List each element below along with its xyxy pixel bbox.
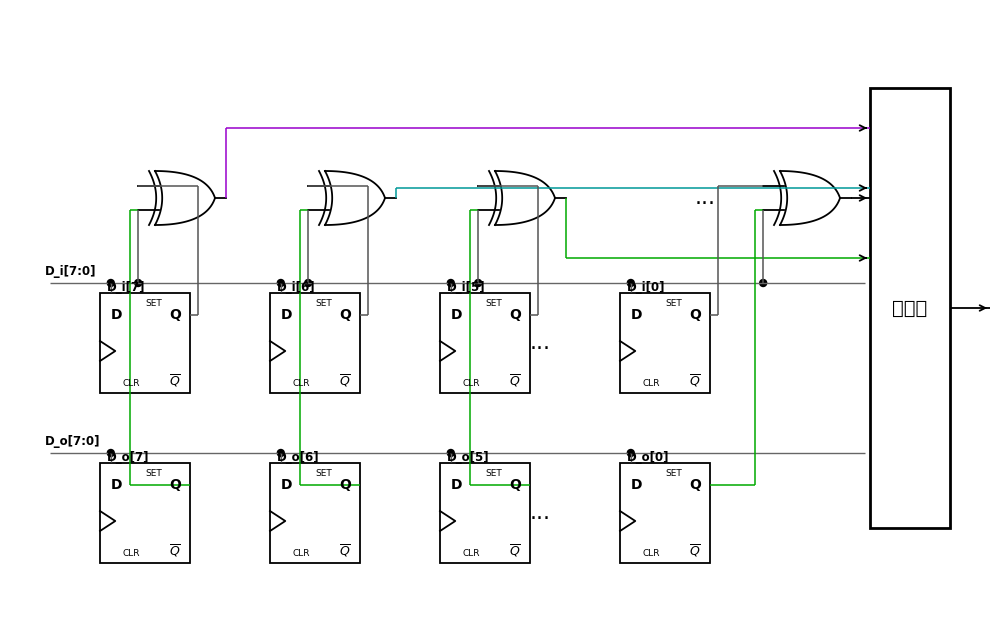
Circle shape (135, 279, 142, 287)
Text: SET: SET (146, 298, 162, 308)
Circle shape (627, 279, 634, 287)
Circle shape (447, 279, 454, 287)
Text: CLR: CLR (463, 549, 480, 557)
Text: ...: ... (530, 503, 550, 523)
Text: Q: Q (339, 308, 351, 322)
Text: SET: SET (666, 468, 682, 478)
Circle shape (305, 279, 312, 287)
Text: D_o[7]: D_o[7] (107, 451, 150, 464)
Text: D: D (450, 478, 462, 492)
Text: D_i[6]: D_i[6] (277, 281, 316, 294)
Text: Q: Q (169, 308, 181, 322)
Text: $\overline{Q}$: $\overline{Q}$ (689, 543, 701, 559)
Text: SET: SET (486, 298, 502, 308)
Circle shape (107, 279, 114, 287)
Bar (620, 463, 710, 563)
Text: D: D (630, 308, 642, 322)
Text: $\overline{Q}$: $\overline{Q}$ (509, 543, 521, 559)
Text: $\overline{Q}$: $\overline{Q}$ (169, 543, 181, 559)
Text: CLR: CLR (123, 378, 140, 387)
Text: $\overline{Q}$: $\overline{Q}$ (509, 373, 521, 389)
Bar (440, 293, 530, 393)
Circle shape (627, 449, 634, 457)
Text: $\overline{Q}$: $\overline{Q}$ (339, 543, 351, 559)
Text: $\overline{Q}$: $\overline{Q}$ (169, 373, 181, 389)
Text: $\overline{Q}$: $\overline{Q}$ (339, 373, 351, 389)
Text: CLR: CLR (293, 549, 310, 557)
Text: Q: Q (509, 308, 521, 322)
Circle shape (107, 449, 114, 457)
Text: Q: Q (169, 478, 181, 492)
Circle shape (447, 449, 454, 457)
Text: D_i[5]: D_i[5] (447, 281, 486, 294)
Circle shape (277, 449, 284, 457)
Text: D: D (450, 308, 462, 322)
Bar (100, 463, 190, 563)
Text: CLR: CLR (463, 378, 480, 387)
Text: CLR: CLR (643, 378, 660, 387)
Text: SET: SET (146, 468, 162, 478)
Text: D_o[6]: D_o[6] (277, 451, 320, 464)
Circle shape (475, 279, 482, 287)
Text: SET: SET (316, 298, 332, 308)
Bar (620, 293, 710, 393)
Text: Q: Q (339, 478, 351, 492)
Bar (270, 463, 360, 563)
Text: SET: SET (316, 468, 332, 478)
Text: Q: Q (509, 478, 521, 492)
Text: D: D (110, 308, 122, 322)
Text: $\overline{Q}$: $\overline{Q}$ (689, 373, 701, 389)
Text: D_i[7]: D_i[7] (107, 281, 146, 294)
Bar (870, 88, 950, 528)
Text: D_o[5]: D_o[5] (447, 451, 490, 464)
Text: D: D (280, 308, 292, 322)
Bar (440, 463, 530, 563)
Text: ...: ... (530, 333, 550, 353)
Text: D: D (630, 478, 642, 492)
Text: Q: Q (689, 308, 701, 322)
Text: 加法器: 加法器 (892, 298, 928, 318)
Text: D_i[0]: D_i[0] (627, 281, 666, 294)
Text: Q: Q (689, 478, 701, 492)
Text: D: D (110, 478, 122, 492)
Text: CLR: CLR (123, 549, 140, 557)
Text: CLR: CLR (643, 549, 660, 557)
Text: D_o[7:0]: D_o[7:0] (45, 434, 101, 447)
Bar (270, 293, 360, 393)
Text: SET: SET (666, 298, 682, 308)
Text: D_o[0]: D_o[0] (627, 451, 670, 464)
Text: SET: SET (486, 468, 502, 478)
Text: ...: ... (694, 188, 716, 208)
Bar (100, 293, 190, 393)
Text: D_i[7:0]: D_i[7:0] (45, 265, 97, 277)
Circle shape (277, 279, 284, 287)
Text: D: D (280, 478, 292, 492)
Text: CLR: CLR (293, 378, 310, 387)
Circle shape (760, 279, 767, 287)
